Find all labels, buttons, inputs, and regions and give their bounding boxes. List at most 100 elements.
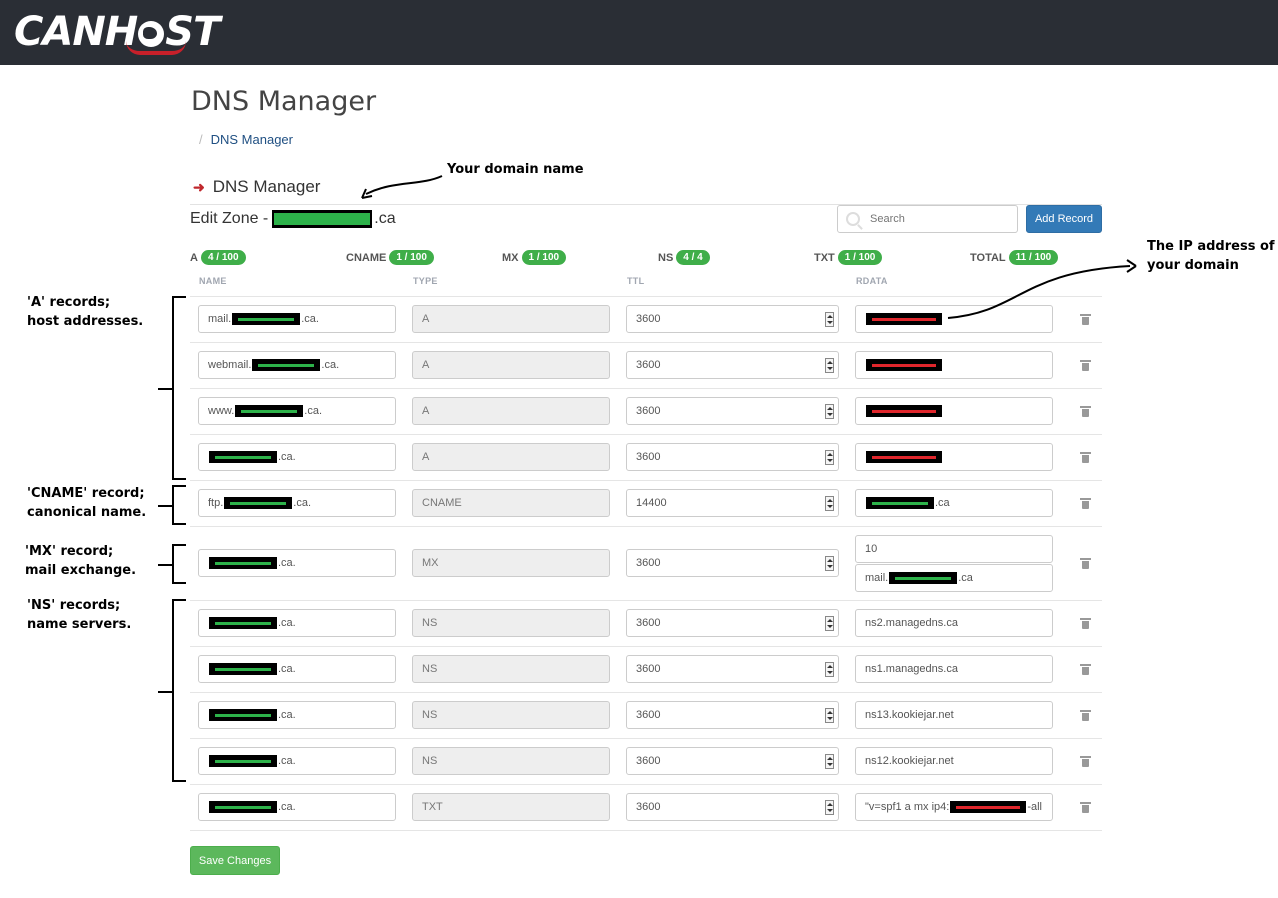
record-rdata-field[interactable] bbox=[855, 305, 1053, 333]
record-rdata-field[interactable]: mail. .ca bbox=[855, 564, 1053, 592]
delete-record-icon[interactable] bbox=[1080, 406, 1091, 417]
redacted-value bbox=[209, 801, 277, 813]
record-name-field[interactable]: .ca. bbox=[198, 701, 396, 729]
record-rdata-field[interactable] bbox=[855, 397, 1053, 425]
mx-priority-field[interactable]: 10 bbox=[855, 535, 1053, 563]
record-rdata-field[interactable] bbox=[855, 351, 1053, 379]
record-ttl-field[interactable]: 3600 bbox=[626, 305, 839, 333]
delete-record-icon[interactable] bbox=[1080, 360, 1091, 371]
ttl-spinner-icon[interactable] bbox=[825, 800, 834, 815]
row-divider bbox=[190, 480, 1102, 481]
redacted-value bbox=[889, 572, 958, 584]
record-ttl-field[interactable]: 3600 bbox=[626, 397, 839, 425]
name-suffix: .ca. bbox=[278, 709, 296, 721]
name-prefix: ftp. bbox=[208, 497, 224, 509]
type-value: MX bbox=[422, 557, 439, 569]
search-input[interactable] bbox=[870, 213, 1010, 225]
record-type-field: A bbox=[412, 305, 610, 333]
record-rdata-field[interactable]: ns2.managedns.ca bbox=[855, 609, 1053, 637]
type-value: TXT bbox=[422, 801, 443, 813]
name-suffix: .ca. bbox=[301, 313, 319, 325]
record-name-field[interactable]: .ca. bbox=[198, 655, 396, 683]
annotation-a-line2: host addresses. bbox=[27, 314, 144, 329]
record-rdata-field[interactable]: ns12.kookiejar.net bbox=[855, 747, 1053, 775]
annotation-cname-line1: 'CNAME' record; bbox=[27, 486, 145, 501]
ttl-spinner-icon[interactable] bbox=[825, 450, 834, 465]
delete-record-icon[interactable] bbox=[1080, 664, 1091, 675]
delete-record-icon[interactable] bbox=[1080, 558, 1091, 569]
breadcrumb-link[interactable]: DNS Manager bbox=[210, 132, 293, 147]
back-arrow-icon[interactable]: ➜ bbox=[193, 178, 205, 195]
record-ttl-field[interactable]: 3600 bbox=[626, 701, 839, 729]
record-rdata-field[interactable]: .ca bbox=[855, 489, 1053, 517]
record-ttl-field[interactable]: 3600 bbox=[626, 793, 839, 821]
breadcrumb-separator: / bbox=[199, 132, 203, 147]
redacted-value bbox=[252, 359, 321, 371]
count-ns: NS 4 / 4 bbox=[658, 250, 710, 265]
add-record-button[interactable]: Add Record bbox=[1026, 205, 1102, 233]
delete-record-icon[interactable] bbox=[1080, 314, 1091, 325]
ttl-spinner-icon[interactable] bbox=[825, 662, 834, 677]
ttl-spinner-icon[interactable] bbox=[825, 312, 834, 327]
edit-zone-title: Edit Zone - .ca bbox=[190, 210, 396, 228]
top-bar: CANH ST bbox=[0, 0, 1278, 65]
record-name-field[interactable]: .ca. bbox=[198, 793, 396, 821]
type-value: CNAME bbox=[422, 497, 462, 509]
record-rdata-field[interactable]: ns1.managedns.ca bbox=[855, 655, 1053, 683]
redacted-domain bbox=[272, 210, 373, 228]
bracket-a-records bbox=[158, 296, 186, 480]
record-name-field[interactable]: .ca. bbox=[198, 609, 396, 637]
redacted-value bbox=[224, 497, 293, 509]
bracket-ns-records bbox=[158, 599, 186, 782]
redacted-value bbox=[235, 405, 304, 417]
record-ttl-field[interactable]: 3600 bbox=[626, 655, 839, 683]
delete-record-icon[interactable] bbox=[1080, 452, 1091, 463]
delete-record-icon[interactable] bbox=[1080, 756, 1091, 767]
count-badge: 11 / 100 bbox=[1008, 250, 1059, 265]
delete-record-icon[interactable] bbox=[1080, 710, 1091, 721]
count-badge: 1 / 100 bbox=[521, 250, 567, 265]
annotation-cname-line2: canonical name. bbox=[27, 505, 147, 520]
redacted-value bbox=[209, 451, 277, 463]
redacted-value bbox=[232, 313, 301, 325]
record-rdata-field[interactable]: ns13.kookiejar.net bbox=[855, 701, 1053, 729]
ttl-spinner-icon[interactable] bbox=[825, 556, 834, 571]
annotation-mx-line1: 'MX' record; bbox=[25, 544, 114, 559]
ttl-spinner-icon[interactable] bbox=[825, 358, 834, 373]
annotation-ip-line2: your domain bbox=[1147, 258, 1239, 273]
name-suffix: .ca. bbox=[278, 663, 296, 675]
delete-record-icon[interactable] bbox=[1080, 618, 1091, 629]
ttl-spinner-icon[interactable] bbox=[825, 404, 834, 419]
record-ttl-field[interactable]: 3600 bbox=[626, 351, 839, 379]
record-rdata-field[interactable] bbox=[855, 443, 1053, 471]
record-ttl-field[interactable]: 3600 bbox=[626, 747, 839, 775]
record-name-field[interactable]: .ca. bbox=[198, 747, 396, 775]
record-rdata-field[interactable]: "v=spf1 a mx ip4: -all bbox=[855, 793, 1053, 821]
record-name-field[interactable]: .ca. bbox=[198, 549, 396, 577]
delete-record-icon[interactable] bbox=[1080, 802, 1091, 813]
domain-arrow bbox=[365, 175, 443, 195]
annotation-ns-line2: name servers. bbox=[27, 617, 132, 632]
record-ttl-field[interactable]: 3600 bbox=[626, 549, 839, 577]
record-name-field[interactable]: .ca. bbox=[198, 443, 396, 471]
count-label: TOTAL bbox=[970, 251, 1006, 264]
ttl-spinner-icon[interactable] bbox=[825, 708, 834, 723]
record-type-field: NS bbox=[412, 655, 610, 683]
ttl-spinner-icon[interactable] bbox=[825, 496, 834, 511]
save-changes-button[interactable]: Save Changes bbox=[190, 846, 280, 875]
search-box[interactable] bbox=[837, 205, 1018, 233]
record-name-field[interactable]: www. .ca. bbox=[198, 397, 396, 425]
record-name-field[interactable]: mail. .ca. bbox=[198, 305, 396, 333]
ttl-spinner-icon[interactable] bbox=[825, 616, 834, 631]
record-name-field[interactable]: webmail. .ca. bbox=[198, 351, 396, 379]
edit-zone-suffix: .ca bbox=[374, 210, 396, 227]
record-name-field[interactable]: ftp. .ca. bbox=[198, 489, 396, 517]
search-icon bbox=[846, 212, 860, 226]
canhost-logo[interactable]: CANH ST bbox=[14, 11, 220, 55]
record-ttl-field[interactable]: 3600 bbox=[626, 609, 839, 637]
record-ttl-field[interactable]: 3600 bbox=[626, 443, 839, 471]
delete-record-icon[interactable] bbox=[1080, 498, 1091, 509]
ttl-spinner-icon[interactable] bbox=[825, 754, 834, 769]
type-value: A bbox=[422, 313, 430, 325]
record-ttl-field[interactable]: 14400 bbox=[626, 489, 839, 517]
